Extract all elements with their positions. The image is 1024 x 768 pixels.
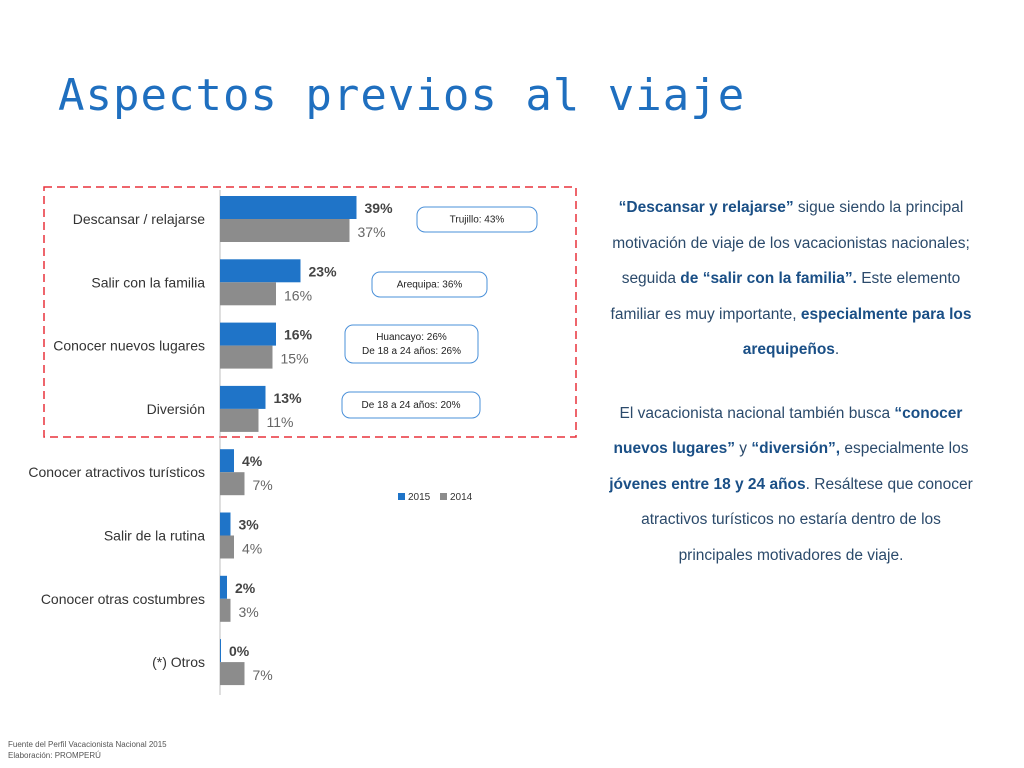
data-label-2015: 16% xyxy=(284,327,313,343)
p2-run: jóvenes entre 18 y 24 años xyxy=(609,475,806,493)
callout-box xyxy=(341,391,481,419)
callout-text: De 18 a 24 años: 26% xyxy=(362,346,461,357)
category-label: Conocer otras costumbres xyxy=(41,591,205,607)
p2-run: El vacacionista nacional también busca xyxy=(619,404,895,422)
bar-2015 xyxy=(220,449,234,473)
callout-box xyxy=(371,271,488,298)
data-label-2014: 3% xyxy=(239,604,259,620)
p1-run: . xyxy=(834,341,840,358)
bar-2015 xyxy=(220,196,357,219)
page-title: Aspectos previos al viaje xyxy=(58,70,746,121)
bar-2015 xyxy=(220,259,301,283)
p2-run: “conocer nuevos lugares” xyxy=(613,404,963,458)
data-label-2014: 11% xyxy=(267,414,294,430)
bar-2015 xyxy=(220,385,266,409)
source-line: Fuente del Perfil Vacacionista Nacional … xyxy=(8,740,167,749)
callout-text: Trujillo: 43% xyxy=(450,215,505,226)
data-label-2014: 37% xyxy=(358,224,386,240)
p2-run: “diversión”, xyxy=(751,440,841,457)
category-label: Salir de la rutina xyxy=(104,528,205,544)
data-label-2015: 23% xyxy=(309,263,338,279)
callout-box xyxy=(416,206,538,233)
source-footer: Fuente del Perfil Vacacionista Nacional … xyxy=(8,739,167,761)
callout-text: Arequipa: 36% xyxy=(397,280,463,291)
data-label-2015: 4% xyxy=(242,453,263,469)
commentary-paragraph-1: “Descansar y relajarse” sigue siendo la … xyxy=(606,190,976,368)
commentary-panel: “Descansar y relajarse” sigue siendo la … xyxy=(606,190,976,601)
p2-run: . Resáltese que conocer atractivos turís… xyxy=(641,475,973,564)
legend-swatch-2014 xyxy=(440,493,447,500)
data-label-2015: 0% xyxy=(229,643,250,659)
data-label-2014: 4% xyxy=(242,541,262,557)
p2-run: especialmente los xyxy=(840,440,969,457)
p1-run: “Descansar y relajarse” xyxy=(618,199,794,216)
bar-2014 xyxy=(220,408,259,432)
callout-text: De 18 a 24 años: 20% xyxy=(362,400,461,411)
p1-run: sigue siendo la principal motivación de … xyxy=(612,199,970,287)
legend-label-2015: 2015 xyxy=(408,492,431,503)
bar-2015 xyxy=(220,322,276,346)
data-label-2015: 3% xyxy=(239,517,260,533)
category-label: (*) Otros xyxy=(152,654,205,670)
category-label: Salir con la familia xyxy=(91,274,205,290)
p1-run: de “salir con la familia”. xyxy=(680,270,857,287)
data-label-2014: 15% xyxy=(281,351,309,367)
bar-2015 xyxy=(220,512,231,536)
data-label-2014: 16% xyxy=(284,287,312,303)
bar-2015 xyxy=(220,639,221,663)
bar-2014 xyxy=(220,282,276,306)
commentary-paragraph-2: El vacacionista nacional también busca “… xyxy=(606,396,976,574)
bar-2014 xyxy=(220,345,273,369)
category-label: Diversión xyxy=(147,401,205,417)
callout-box xyxy=(344,324,479,364)
data-label-2015: 2% xyxy=(235,580,256,596)
bar-2014 xyxy=(220,662,245,686)
p2-run: y xyxy=(735,440,752,457)
p1-run: especialmente para los arequipeños xyxy=(742,305,972,359)
legend-label-2014: 2014 xyxy=(450,492,473,503)
category-label: Conocer atractivos turísticos xyxy=(28,464,205,480)
data-label-2014: 7% xyxy=(253,667,273,683)
data-label-2015: 13% xyxy=(274,390,303,406)
credit-line: Elaboración: PROMPERÚ xyxy=(8,751,101,760)
legend-swatch-2015 xyxy=(398,493,405,500)
data-label-2014: 7% xyxy=(253,477,273,493)
bar-2014 xyxy=(220,598,231,622)
p1-run: Este elemento familiar es muy importante… xyxy=(610,270,961,323)
bar-2015 xyxy=(220,575,227,599)
motivations-bar-chart: Descansar / relajarse 39% 37% Salir con la … xyxy=(28,186,577,695)
callout-text: Huancayo: 26% xyxy=(376,332,447,343)
highlight-dashed-box xyxy=(43,186,577,438)
bar-2014 xyxy=(220,219,350,242)
category-label: Descansar / relajarse xyxy=(73,211,205,227)
bar-2014 xyxy=(220,535,234,559)
bar-2014 xyxy=(220,472,245,496)
data-label-2015: 39% xyxy=(365,200,394,216)
category-label: Conocer nuevos lugares xyxy=(53,338,205,354)
